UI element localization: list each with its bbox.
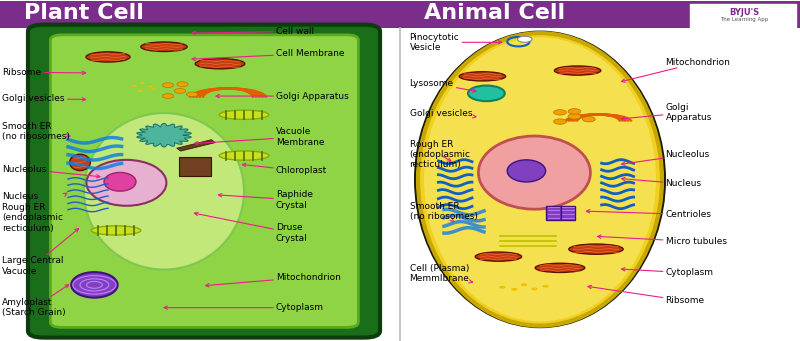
Circle shape [162, 83, 174, 88]
Circle shape [468, 86, 505, 101]
Text: Lysosome: Lysosome [410, 79, 476, 92]
Text: Smooth ER
(no ribosomes): Smooth ER (no ribosomes) [410, 202, 478, 222]
Text: Nucleolus: Nucleolus [2, 165, 100, 178]
Ellipse shape [424, 38, 656, 322]
Ellipse shape [475, 252, 522, 261]
Text: Cell (Plasma)
Memmlbrane: Cell (Plasma) Memmlbrane [410, 264, 473, 283]
Text: Centrioles: Centrioles [586, 210, 712, 219]
Bar [0, 1, 800, 28]
Ellipse shape [459, 72, 506, 81]
Text: Rough ER
(endoplasmic
recticulum): Rough ER (endoplasmic recticulum) [410, 140, 470, 169]
Polygon shape [137, 123, 191, 147]
Text: Smooth ER
(no ribosomes): Smooth ER (no ribosomes) [2, 122, 70, 142]
Text: Pinocytotic
Vesicle: Pinocytotic Vesicle [410, 33, 502, 52]
Text: Golgi
Apparatus: Golgi Apparatus [622, 103, 712, 122]
Ellipse shape [507, 160, 546, 182]
Circle shape [518, 36, 532, 42]
Ellipse shape [104, 173, 136, 191]
FancyBboxPatch shape [546, 206, 561, 220]
Ellipse shape [418, 33, 662, 326]
Text: Cytoplasm: Cytoplasm [622, 268, 714, 278]
Ellipse shape [70, 154, 90, 170]
Circle shape [138, 90, 142, 92]
Circle shape [140, 82, 145, 84]
Circle shape [568, 109, 581, 114]
Circle shape [521, 283, 527, 286]
Text: Animal Cell: Animal Cell [424, 3, 565, 23]
Text: Chloroplast: Chloroplast [242, 163, 327, 175]
FancyBboxPatch shape [50, 35, 358, 327]
Text: Golgi Apparatus: Golgi Apparatus [216, 92, 349, 101]
Text: Ribsome: Ribsome [588, 285, 705, 305]
Text: Vacuole
Membrane: Vacuole Membrane [194, 127, 325, 147]
Circle shape [531, 287, 538, 290]
Ellipse shape [86, 52, 130, 62]
Text: Druse
Crystal: Druse Crystal [194, 212, 308, 242]
FancyBboxPatch shape [179, 157, 211, 176]
FancyBboxPatch shape [690, 3, 796, 27]
Circle shape [177, 82, 188, 87]
Circle shape [132, 85, 137, 87]
Circle shape [511, 288, 518, 291]
Text: Micro tubules: Micro tubules [598, 235, 726, 246]
Ellipse shape [554, 66, 601, 75]
Polygon shape [177, 140, 215, 151]
Text: Cytoplasm: Cytoplasm [164, 303, 324, 312]
Text: Amyloplast
(Starch Grain): Amyloplast (Starch Grain) [2, 285, 69, 317]
Circle shape [174, 89, 186, 93]
Circle shape [568, 114, 581, 119]
Text: Cell wall: Cell wall [192, 27, 314, 36]
Circle shape [554, 119, 566, 124]
Circle shape [582, 117, 595, 122]
Circle shape [162, 94, 174, 99]
Text: Nucleus: Nucleus [622, 177, 702, 188]
Text: The Learning App: The Learning App [720, 17, 768, 22]
Ellipse shape [219, 110, 269, 119]
Circle shape [542, 285, 549, 287]
Circle shape [554, 110, 566, 115]
FancyBboxPatch shape [28, 25, 380, 338]
Text: Ribsome: Ribsome [2, 68, 86, 77]
Text: Golgi vesicles: Golgi vesicles [410, 108, 476, 118]
Text: Large Central
Vacuole: Large Central Vacuole [2, 228, 78, 276]
Text: BYJU'S: BYJU'S [729, 8, 759, 17]
Circle shape [151, 88, 156, 90]
Ellipse shape [84, 113, 244, 269]
Ellipse shape [86, 160, 166, 206]
Text: Mitochondrion: Mitochondrion [622, 58, 730, 82]
Ellipse shape [219, 151, 269, 160]
Ellipse shape [195, 59, 245, 69]
FancyBboxPatch shape [561, 206, 575, 220]
Ellipse shape [535, 263, 585, 272]
Ellipse shape [141, 42, 187, 51]
Text: Cell Membrane: Cell Membrane [192, 49, 345, 61]
Ellipse shape [71, 272, 118, 298]
Text: Golgi vesicles: Golgi vesicles [2, 94, 86, 103]
Ellipse shape [91, 226, 141, 235]
Circle shape [499, 286, 506, 288]
Circle shape [186, 92, 198, 97]
Text: Nucleolus: Nucleolus [622, 150, 710, 165]
Text: Raphide
Crystal: Raphide Crystal [218, 190, 313, 209]
Ellipse shape [414, 31, 666, 328]
Text: Mitochondrion: Mitochondrion [206, 272, 341, 287]
Text: Nucleus
Rough ER
(endoplasmic
recticulum): Nucleus Rough ER (endoplasmic recticulum… [2, 192, 67, 233]
Ellipse shape [569, 244, 623, 254]
Circle shape [148, 86, 153, 88]
Ellipse shape [478, 136, 590, 209]
Text: Plant Cell: Plant Cell [24, 3, 144, 23]
